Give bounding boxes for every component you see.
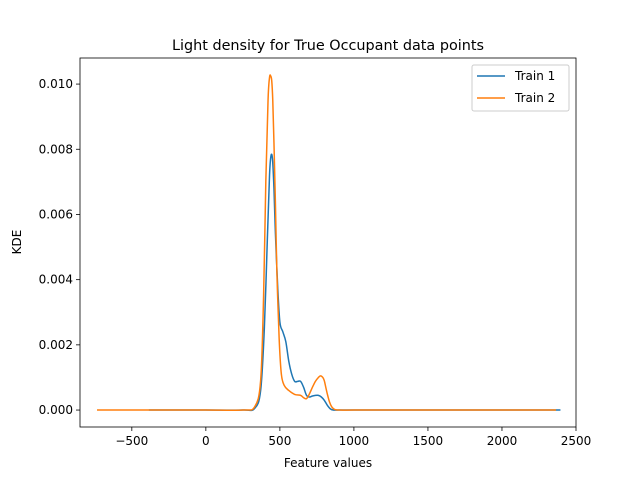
x-tick-label: 0 (202, 434, 210, 448)
series-layer (97, 74, 561, 412)
x-tick-label: 2000 (487, 434, 518, 448)
legend-label-2: Train 2 (514, 91, 555, 105)
y-tick-label: 0.008 (39, 142, 73, 156)
x-axis-label: Feature values (284, 456, 372, 470)
x-tick-label: −500 (115, 434, 148, 448)
y-tick-label: 0.004 (39, 273, 73, 287)
x-axis-ticks: −500 0 500 1000 1500 2000 2500 (115, 427, 591, 448)
y-tick-label: 0.002 (39, 338, 73, 352)
y-tick-label: 0.000 (39, 403, 73, 417)
legend: Train 1 Train 2 (471, 64, 570, 112)
plot-area (79, 57, 577, 428)
legend-label-1: Train 1 (514, 69, 555, 83)
y-axis-ticks: 0.000 0.002 0.004 0.006 0.008 0.010 (39, 77, 80, 417)
series-line-2 (97, 74, 557, 412)
chart-title: Light density for True Occupant data poi… (172, 38, 484, 54)
x-tick-label: 1000 (339, 434, 370, 448)
legend-items: Train 1 Train 2 (477, 69, 555, 105)
x-tick-label: 2500 (561, 434, 592, 448)
x-tick-label: 500 (268, 434, 291, 448)
x-tick-label: 1500 (413, 434, 444, 448)
y-axis-label: KDE (10, 230, 24, 255)
y-tick-label: 0.010 (39, 77, 73, 91)
axes-frame (79, 57, 577, 428)
y-tick-label: 0.006 (39, 207, 73, 221)
series-line-1 (148, 153, 561, 412)
